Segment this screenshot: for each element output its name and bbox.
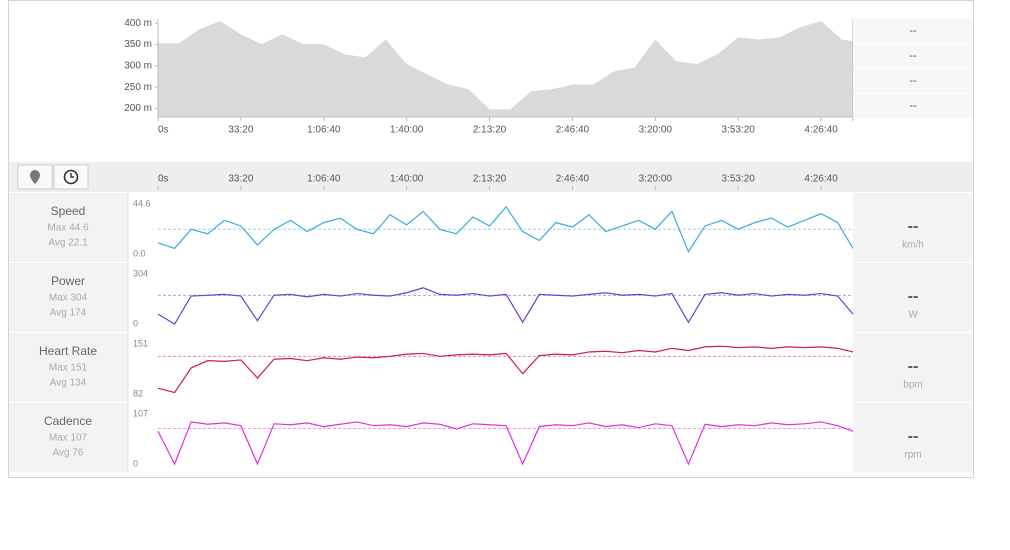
summary-value: -- [909, 25, 917, 37]
metric-avg: Avg 134 [50, 378, 87, 389]
x-tick-label: 33:20 [228, 174, 253, 185]
y-tick-label: 0 [133, 318, 138, 328]
x-tick-label: 3:20:00 [639, 174, 673, 185]
unit: bpm [903, 380, 922, 391]
y-tick-label: 300 m [124, 61, 152, 72]
metric-line [157, 287, 854, 325]
y-tick-label: 151 [133, 338, 148, 348]
summary-row [853, 94, 973, 118]
y-tick-label: 400 m [124, 18, 152, 29]
x-tick-label: 3:53:20 [722, 174, 756, 185]
y-tick-label: 0.0 [133, 248, 146, 258]
clock-hands[interactable] [70, 173, 74, 178]
metric-name: Power [51, 274, 85, 288]
metric-max: Max 107 [49, 433, 88, 444]
elevation-area [158, 21, 853, 118]
panel-right [853, 403, 973, 472]
y-tick-label: 200 m [124, 103, 152, 114]
panel-left [9, 403, 128, 472]
x-tick-label: 4:26:40 [804, 174, 838, 185]
metric-line [157, 205, 854, 254]
y-tick-label: 82 [133, 388, 143, 398]
time-button[interactable] [53, 164, 89, 190]
x-tick-label: 3:53:20 [722, 125, 756, 136]
metric-avg: Avg 76 [53, 448, 84, 459]
x-tick-label: 2:46:40 [556, 174, 590, 185]
current-value: -- [908, 288, 919, 305]
current-value: -- [908, 358, 919, 375]
summary-row [853, 19, 973, 43]
metric-avg: Avg 22.1 [48, 238, 88, 249]
x-tick-label: 0s [158, 174, 169, 185]
unit: rpm [904, 450, 921, 461]
summary-value: -- [909, 100, 917, 112]
panel-plot [128, 193, 853, 262]
panel-left [9, 263, 128, 332]
metric-line [157, 345, 854, 394]
metric-max: Max 44.6 [47, 223, 89, 234]
pin-icon[interactable] [30, 170, 40, 184]
y-tick-label: 0 [133, 458, 138, 468]
unit: km/h [902, 240, 924, 251]
metric-line [157, 421, 854, 466]
panel-right [853, 193, 973, 262]
summary-value: -- [909, 75, 917, 87]
metric-name: Heart Rate [39, 344, 97, 358]
summary-row [853, 69, 973, 93]
current-value: -- [908, 428, 919, 445]
x-tick-label: 1:40:00 [390, 125, 424, 136]
metric-avg: Avg 174 [50, 308, 87, 319]
panel-left [9, 193, 128, 262]
panel-left [9, 333, 128, 402]
panel-plot [128, 403, 853, 472]
panel-right [853, 263, 973, 332]
x-tick-label: 1:06:40 [307, 125, 341, 136]
x-tick-label: 2:13:20 [473, 174, 507, 185]
x-tick-label: 3:20:00 [639, 125, 673, 136]
y-tick-label: 350 m [124, 39, 152, 50]
x-tick-label: 1:06:40 [307, 174, 341, 185]
unit: W [908, 310, 918, 321]
y-tick-label: 44.6 [133, 198, 151, 208]
metric-name: Speed [51, 204, 86, 218]
x-tick-label: 1:40:00 [390, 174, 424, 185]
y-tick-label: 250 m [124, 82, 152, 93]
summary-row [853, 44, 973, 68]
y-tick-label: 304 [133, 268, 148, 278]
x-tick-label: 2:13:20 [473, 125, 507, 136]
map-button[interactable] [17, 164, 53, 190]
current-value: -- [908, 218, 919, 235]
panel-right [853, 333, 973, 402]
y-tick-label: 107 [133, 408, 148, 418]
x-tick-label: 0s [158, 125, 169, 136]
panel-plot [128, 333, 853, 402]
x-tick-label: 33:20 [228, 125, 253, 136]
clock-icon[interactable] [63, 169, 79, 185]
metric-name: Cadence [44, 414, 92, 428]
metric-max: Max 304 [49, 293, 88, 304]
metric-max: Max 151 [49, 363, 88, 374]
toolbar [9, 162, 973, 192]
x-tick-label: 4:26:40 [804, 125, 838, 136]
panel-plot [128, 263, 853, 332]
x-tick-label: 2:46:40 [556, 125, 590, 136]
summary-value: -- [909, 50, 917, 62]
